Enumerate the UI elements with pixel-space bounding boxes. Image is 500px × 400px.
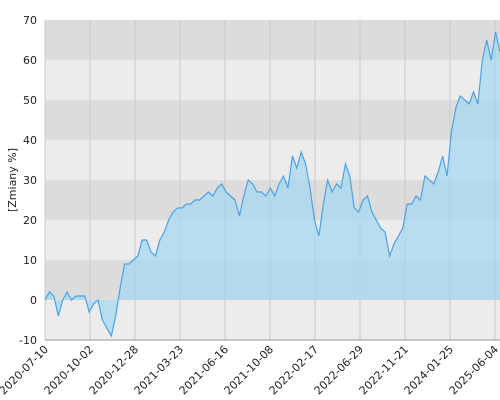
line xyxy=(44,31,500,338)
grid-band xyxy=(45,100,500,140)
y-tick-label: 10 xyxy=(23,254,37,267)
y-tick-label: 50 xyxy=(23,94,37,107)
y-tick-label: 0 xyxy=(30,294,37,307)
area xyxy=(45,32,500,336)
y-tick-label: 30 xyxy=(23,174,37,187)
y-tick-label: 60 xyxy=(23,54,37,67)
y-tick-label: 70 xyxy=(23,14,37,27)
y-axis-label: [Zmiany %] xyxy=(6,148,19,212)
y-tick-label: -10 xyxy=(19,334,37,347)
grid-band xyxy=(45,300,500,340)
grid-band xyxy=(45,140,500,180)
grid-band xyxy=(45,60,500,100)
y-tick-label: 40 xyxy=(23,134,37,147)
grid-band xyxy=(45,20,500,60)
y-tick-label: 20 xyxy=(23,214,37,227)
